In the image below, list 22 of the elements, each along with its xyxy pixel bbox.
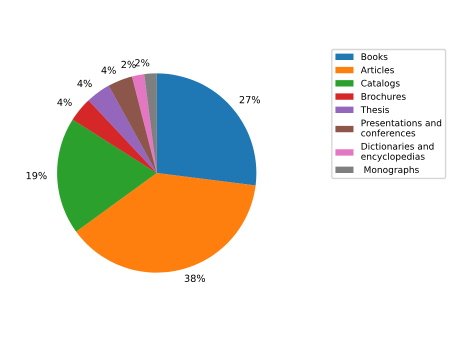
pie-slice bbox=[108, 76, 157, 173]
legend-label: Dictionaries and encyclopedias bbox=[361, 142, 434, 162]
data-label: 4% bbox=[101, 66, 116, 74]
legend-label: Articles bbox=[360, 66, 394, 74]
pie-slice bbox=[72, 100, 157, 173]
data-label: 38% bbox=[184, 274, 206, 282]
pie-slice bbox=[57, 120, 157, 232]
legend-label: Presentations and conferences bbox=[361, 119, 442, 136]
pie-slice bbox=[88, 86, 157, 173]
data-label: 2% bbox=[121, 60, 136, 68]
legend-label: Books bbox=[362, 53, 388, 60]
legend-label: Catalogs bbox=[361, 80, 400, 88]
pie-slice bbox=[132, 74, 157, 173]
pie-slice bbox=[76, 173, 256, 273]
data-label: 2% bbox=[135, 59, 150, 66]
data-label: 4% bbox=[57, 98, 72, 106]
data-label: 27% bbox=[240, 96, 260, 104]
data-label: 4% bbox=[77, 80, 92, 88]
legend-label: Brochures bbox=[362, 92, 406, 100]
data-label: 19% bbox=[26, 172, 47, 180]
legend-label: Thesis bbox=[360, 106, 389, 114]
legend-label: Monographs bbox=[364, 166, 419, 175]
